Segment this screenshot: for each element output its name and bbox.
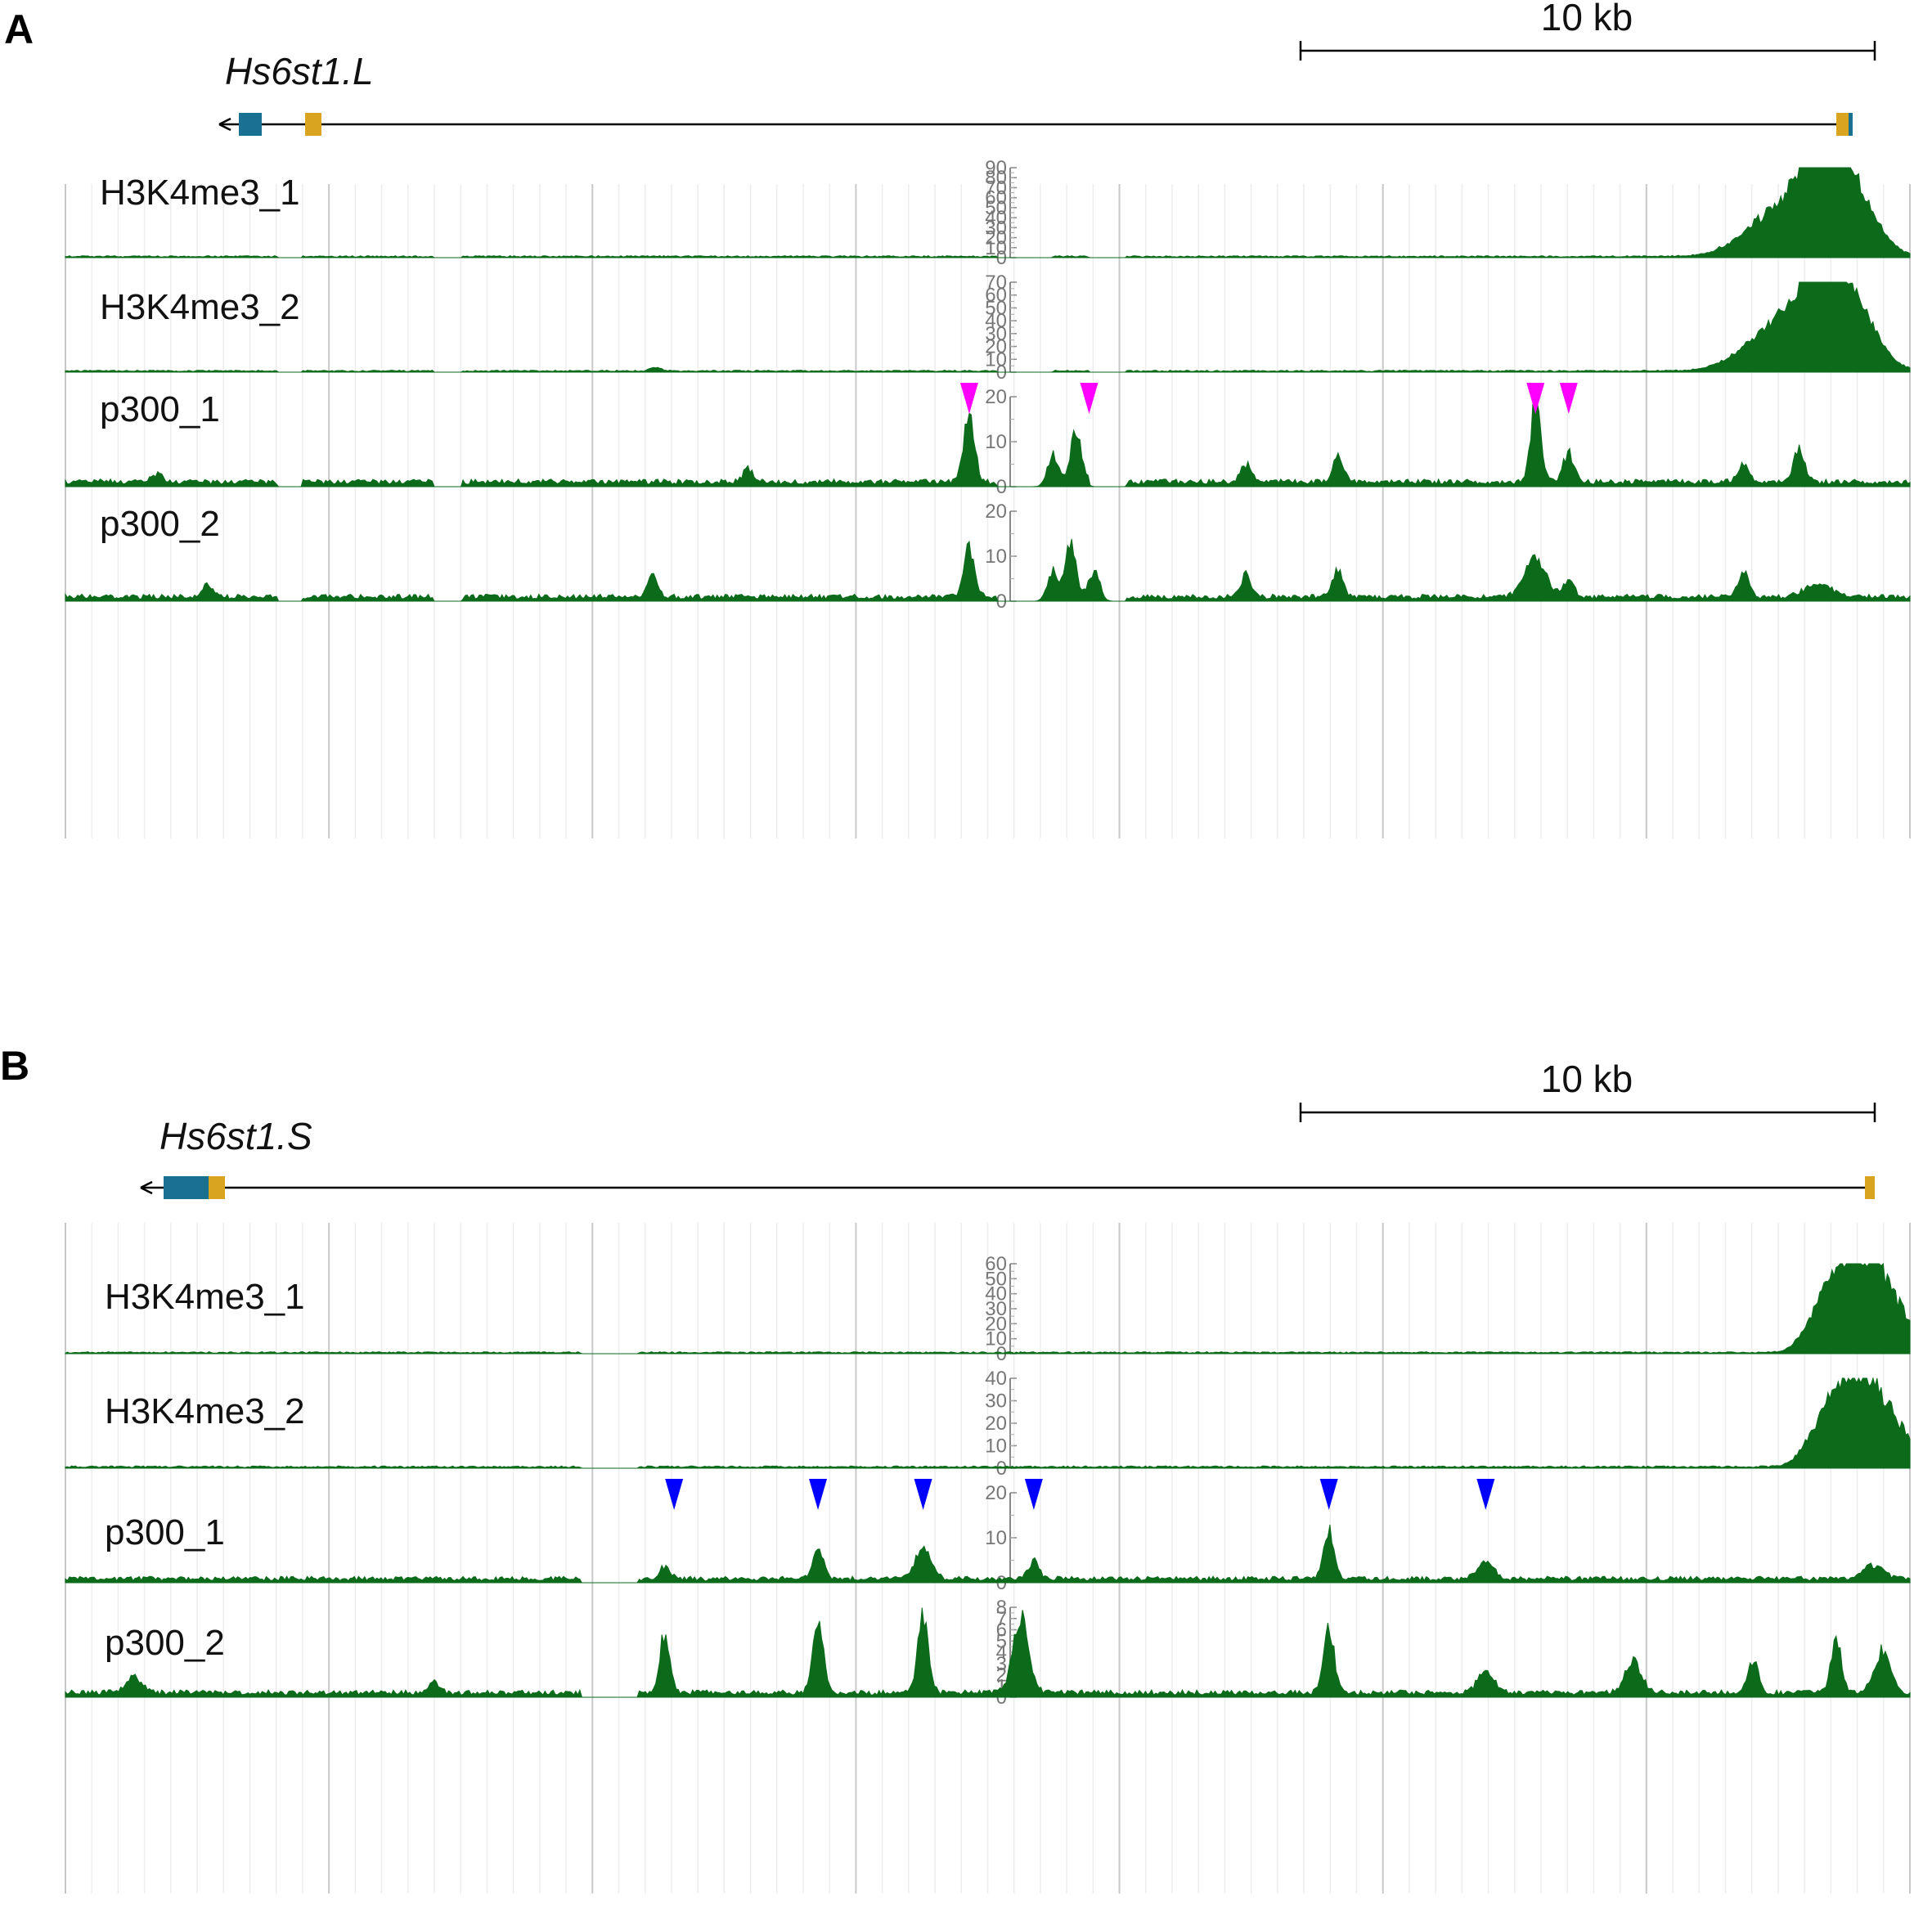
y-tick-label: 70 (985, 177, 1007, 199)
y-tick-label: 8 (996, 1597, 1007, 1619)
peak-arrowhead-icon (1024, 1479, 1043, 1510)
y-tick-label: 10 (985, 237, 1007, 259)
track-label: p300_1 (100, 389, 220, 429)
y-tick-label: 90 (985, 157, 1007, 179)
track-label: H3K4me3_1 (100, 173, 300, 213)
y-tick-label: 10 (985, 1527, 1007, 1549)
peak-arrowhead-icon (1476, 1479, 1495, 1510)
track-label: p300_2 (100, 504, 220, 544)
y-tick-label: 50 (985, 1268, 1007, 1290)
y-tick-label: 30 (985, 323, 1007, 345)
y-tick-label: 20 (985, 1413, 1007, 1435)
track-label: H3K4me3_2 (100, 287, 300, 327)
y-tick-label: 20 (985, 336, 1007, 358)
y-tick-label: 20 (985, 1313, 1007, 1335)
panel-a-letter: A (4, 7, 34, 52)
gene-direction-arrow-icon (140, 1180, 153, 1195)
y-tick-label: 60 (985, 187, 1007, 209)
y-tick-label: 30 (985, 1391, 1007, 1413)
peak-arrowhead-icon (1319, 1479, 1338, 1510)
y-tick-label: 20 (985, 386, 1007, 408)
panel-b-scale-label: 10 kb (1541, 1058, 1633, 1100)
signal-area (65, 538, 1911, 602)
peak-arrowhead-icon (1559, 383, 1578, 414)
peak-arrowhead-icon (914, 1479, 932, 1510)
gene-exon (164, 1176, 209, 1199)
y-tick-label: 40 (985, 207, 1007, 229)
gene-exon (1849, 113, 1853, 136)
track-label: p300_2 (105, 1623, 225, 1663)
panel-b: H3K4me3_10102030405060H3K4me3_2010203040… (65, 1103, 1911, 1894)
y-tick-label: 7 (996, 1608, 1007, 1630)
track-label: H3K4me3_1 (105, 1277, 305, 1317)
peak-arrowhead-icon (959, 383, 978, 414)
signal-area (65, 398, 1911, 487)
gene-exon (239, 113, 262, 136)
y-tick-label: 80 (985, 167, 1007, 189)
gene-direction-arrow-icon (218, 117, 231, 132)
y-tick-label: 40 (985, 310, 1007, 332)
y-tick-label: 6 (996, 1620, 1007, 1642)
gene-exon (1836, 113, 1849, 136)
y-tick-label: 20 (985, 1482, 1007, 1504)
gene-exon (305, 113, 321, 136)
y-tick-label: 20 (985, 227, 1007, 249)
track-label: H3K4me3_2 (105, 1391, 305, 1431)
peak-arrowhead-icon (1080, 383, 1099, 414)
track-label: p300_1 (105, 1512, 225, 1552)
y-tick-label: 40 (985, 1368, 1007, 1390)
y-tick-label: 70 (985, 272, 1007, 294)
y-tick-label: 20 (985, 501, 1007, 523)
signal-area (65, 281, 1911, 373)
y-tick-label: 50 (985, 197, 1007, 219)
signal-area (65, 167, 1911, 258)
panel-a-gene-name: Hs6st1.L (225, 50, 374, 92)
peak-arrowhead-icon (1526, 383, 1545, 414)
y-tick-label: 30 (985, 1298, 1007, 1320)
y-tick-label: 2 (996, 1665, 1007, 1687)
gene-exon (1865, 1176, 1875, 1199)
panel-a: H3K4me3_10102030405060708090H3K4me3_2010… (65, 41, 1911, 838)
y-tick-label: 10 (985, 1435, 1007, 1458)
signal-area (65, 1524, 1911, 1584)
signal-area (65, 1377, 1911, 1469)
gene-exon (209, 1176, 225, 1199)
y-tick-label: 10 (985, 546, 1007, 568)
panel-b-gene-name: Hs6st1.S (160, 1115, 312, 1157)
y-tick-label: 30 (985, 217, 1007, 239)
panel-a-scale-label: 10 kb (1541, 0, 1633, 38)
signal-area (65, 1607, 1911, 1698)
y-tick-label: 5 (996, 1630, 1007, 1652)
peak-arrowhead-icon (809, 1479, 828, 1510)
panel-b-letter: B (0, 1043, 29, 1089)
signal-area (65, 1262, 1911, 1355)
y-tick-label: 3 (996, 1653, 1007, 1675)
y-tick-label: 60 (985, 1253, 1007, 1275)
y-tick-label: 50 (985, 297, 1007, 319)
y-tick-label: 10 (985, 348, 1007, 371)
y-tick-label: 10 (985, 1328, 1007, 1350)
y-tick-label: 40 (985, 1283, 1007, 1305)
peak-arrowhead-icon (665, 1479, 684, 1510)
y-tick-label: 60 (985, 285, 1007, 307)
y-tick-label: 10 (985, 431, 1007, 453)
y-tick-label: 4 (996, 1642, 1007, 1664)
